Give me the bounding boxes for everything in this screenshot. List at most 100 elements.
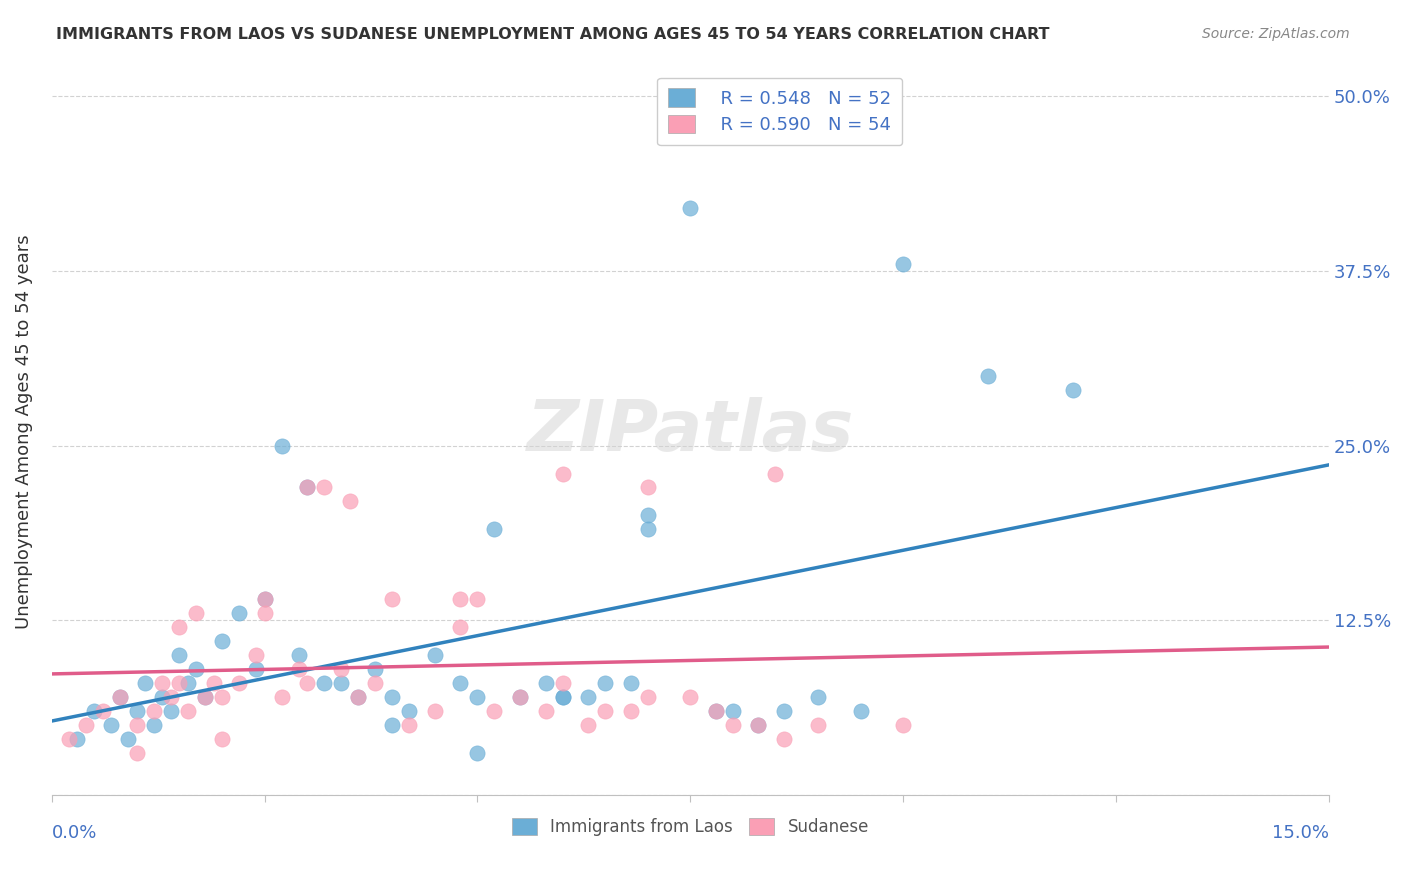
Point — [228, 606, 250, 620]
Point — [398, 704, 420, 718]
Point — [160, 704, 183, 718]
Point — [679, 201, 702, 215]
Point — [295, 480, 318, 494]
Point — [704, 704, 727, 718]
Point — [551, 690, 574, 704]
Point — [91, 704, 114, 718]
Point — [891, 257, 914, 271]
Point — [169, 620, 191, 634]
Point — [398, 718, 420, 732]
Legend: Immigrants from Laos, Sudanese: Immigrants from Laos, Sudanese — [503, 810, 877, 845]
Point — [747, 718, 769, 732]
Point — [637, 522, 659, 536]
Point — [228, 676, 250, 690]
Point — [449, 592, 471, 607]
Point — [534, 704, 557, 718]
Point — [891, 718, 914, 732]
Point — [177, 676, 200, 690]
Point — [576, 690, 599, 704]
Point — [449, 676, 471, 690]
Point — [484, 522, 506, 536]
Point — [152, 676, 174, 690]
Point — [551, 676, 574, 690]
Point — [576, 718, 599, 732]
Point — [245, 662, 267, 676]
Point — [467, 690, 489, 704]
Point — [534, 676, 557, 690]
Point — [423, 648, 446, 662]
Point — [134, 676, 156, 690]
Point — [253, 592, 276, 607]
Point — [295, 480, 318, 494]
Point — [747, 718, 769, 732]
Point — [66, 731, 89, 746]
Point — [849, 704, 872, 718]
Point — [270, 439, 292, 453]
Point — [83, 704, 105, 718]
Point — [125, 746, 148, 760]
Point — [186, 662, 208, 676]
Point — [763, 467, 786, 481]
Point — [381, 690, 404, 704]
Point — [551, 690, 574, 704]
Point — [381, 592, 404, 607]
Point — [314, 480, 336, 494]
Point — [117, 731, 139, 746]
Point — [169, 648, 191, 662]
Point — [253, 592, 276, 607]
Point — [211, 690, 233, 704]
Point — [773, 704, 796, 718]
Point — [330, 676, 353, 690]
Point — [347, 690, 370, 704]
Point — [679, 690, 702, 704]
Text: 15.0%: 15.0% — [1272, 824, 1329, 842]
Text: Source: ZipAtlas.com: Source: ZipAtlas.com — [1202, 27, 1350, 41]
Point — [108, 690, 131, 704]
Y-axis label: Unemployment Among Ages 45 to 54 years: Unemployment Among Ages 45 to 54 years — [15, 235, 32, 629]
Point — [637, 508, 659, 523]
Point — [108, 690, 131, 704]
Point — [270, 690, 292, 704]
Point — [1062, 383, 1084, 397]
Point — [364, 662, 387, 676]
Point — [467, 592, 489, 607]
Point — [75, 718, 97, 732]
Point — [551, 467, 574, 481]
Point — [295, 676, 318, 690]
Point — [620, 704, 643, 718]
Point — [194, 690, 217, 704]
Point — [773, 731, 796, 746]
Point — [58, 731, 80, 746]
Point — [339, 494, 361, 508]
Point — [721, 704, 744, 718]
Point — [142, 704, 165, 718]
Point — [142, 718, 165, 732]
Text: IMMIGRANTS FROM LAOS VS SUDANESE UNEMPLOYMENT AMONG AGES 45 TO 54 YEARS CORRELAT: IMMIGRANTS FROM LAOS VS SUDANESE UNEMPLO… — [56, 27, 1050, 42]
Point — [152, 690, 174, 704]
Point — [287, 662, 309, 676]
Point — [977, 368, 1000, 383]
Text: 0.0%: 0.0% — [52, 824, 97, 842]
Point — [287, 648, 309, 662]
Point — [704, 704, 727, 718]
Point — [449, 620, 471, 634]
Point — [169, 676, 191, 690]
Point — [347, 690, 370, 704]
Point — [593, 704, 616, 718]
Point — [211, 731, 233, 746]
Point — [211, 634, 233, 648]
Point — [245, 648, 267, 662]
Point — [194, 690, 217, 704]
Point — [721, 718, 744, 732]
Point — [100, 718, 122, 732]
Point — [253, 606, 276, 620]
Point — [637, 480, 659, 494]
Point — [637, 690, 659, 704]
Point — [364, 676, 387, 690]
Point — [314, 676, 336, 690]
Point — [467, 746, 489, 760]
Point — [186, 606, 208, 620]
Point — [125, 718, 148, 732]
Point — [807, 718, 830, 732]
Point — [177, 704, 200, 718]
